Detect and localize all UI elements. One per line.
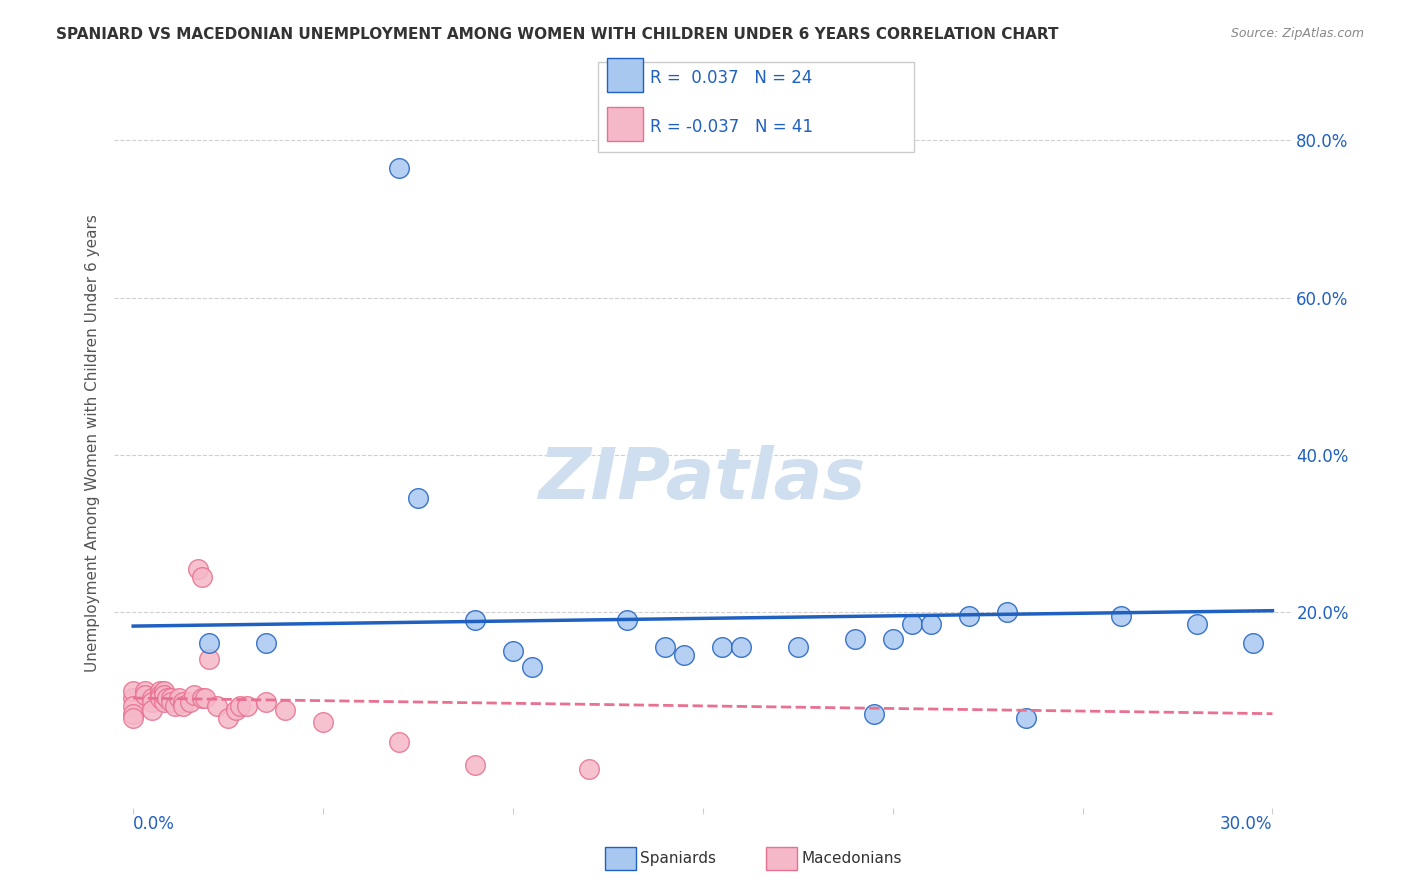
Point — [312, 714, 335, 729]
Point — [134, 688, 156, 702]
Point — [190, 691, 212, 706]
Point — [844, 632, 866, 647]
Point — [520, 660, 543, 674]
Point — [183, 688, 205, 702]
Point — [205, 699, 228, 714]
Point — [198, 636, 221, 650]
Text: Spaniards: Spaniards — [640, 851, 716, 866]
Point — [152, 683, 174, 698]
Point — [1185, 616, 1208, 631]
Point — [900, 616, 922, 631]
Point — [730, 640, 752, 655]
Point — [786, 640, 808, 655]
Point — [502, 644, 524, 658]
Y-axis label: Unemployment Among Women with Children Under 6 years: Unemployment Among Women with Children U… — [86, 214, 100, 672]
Point — [862, 707, 884, 722]
Point — [1243, 636, 1265, 650]
Point — [160, 695, 183, 709]
Text: 0.0%: 0.0% — [134, 814, 176, 833]
Point — [274, 703, 297, 717]
Point — [152, 695, 174, 709]
Point — [464, 758, 486, 772]
Point — [149, 683, 172, 698]
Point — [198, 652, 221, 666]
Text: R = -0.037   N = 41: R = -0.037 N = 41 — [650, 118, 813, 136]
Point — [254, 636, 277, 650]
Text: ZIPatlas: ZIPatlas — [538, 445, 866, 514]
Point — [122, 699, 145, 714]
Point — [141, 695, 163, 709]
Text: R =  0.037   N = 24: R = 0.037 N = 24 — [650, 69, 811, 87]
Point — [160, 691, 183, 706]
Point — [957, 608, 980, 623]
Text: SPANIARD VS MACEDONIAN UNEMPLOYMENT AMONG WOMEN WITH CHILDREN UNDER 6 YEARS CORR: SPANIARD VS MACEDONIAN UNEMPLOYMENT AMON… — [56, 27, 1059, 42]
Point — [190, 569, 212, 583]
Point — [710, 640, 733, 655]
Point — [406, 491, 429, 505]
Point — [179, 695, 201, 709]
Point — [172, 699, 194, 714]
Point — [672, 648, 695, 663]
Point — [1109, 608, 1132, 623]
Point — [578, 762, 600, 776]
Point — [616, 613, 638, 627]
Point — [388, 734, 411, 748]
Point — [254, 695, 277, 709]
Point — [882, 632, 904, 647]
Point — [163, 699, 186, 714]
Point — [134, 683, 156, 698]
Point — [225, 703, 247, 717]
Point — [920, 616, 942, 631]
Point — [141, 691, 163, 706]
Point — [217, 711, 239, 725]
Point — [149, 691, 172, 706]
Point — [149, 688, 172, 702]
Point — [194, 691, 217, 706]
Point — [388, 161, 411, 175]
Point — [141, 703, 163, 717]
Text: Source: ZipAtlas.com: Source: ZipAtlas.com — [1230, 27, 1364, 40]
Point — [122, 711, 145, 725]
Point — [172, 695, 194, 709]
Text: 30.0%: 30.0% — [1220, 814, 1272, 833]
Point — [156, 691, 179, 706]
Point — [995, 605, 1018, 619]
Point — [228, 699, 250, 714]
Point — [236, 699, 259, 714]
Point — [122, 691, 145, 706]
Point — [122, 707, 145, 722]
Point — [464, 613, 486, 627]
Point — [152, 688, 174, 702]
Point — [1014, 711, 1036, 725]
Text: Macedonians: Macedonians — [801, 851, 901, 866]
Point — [187, 562, 209, 576]
Point — [654, 640, 676, 655]
Point — [122, 683, 145, 698]
Point — [167, 691, 190, 706]
